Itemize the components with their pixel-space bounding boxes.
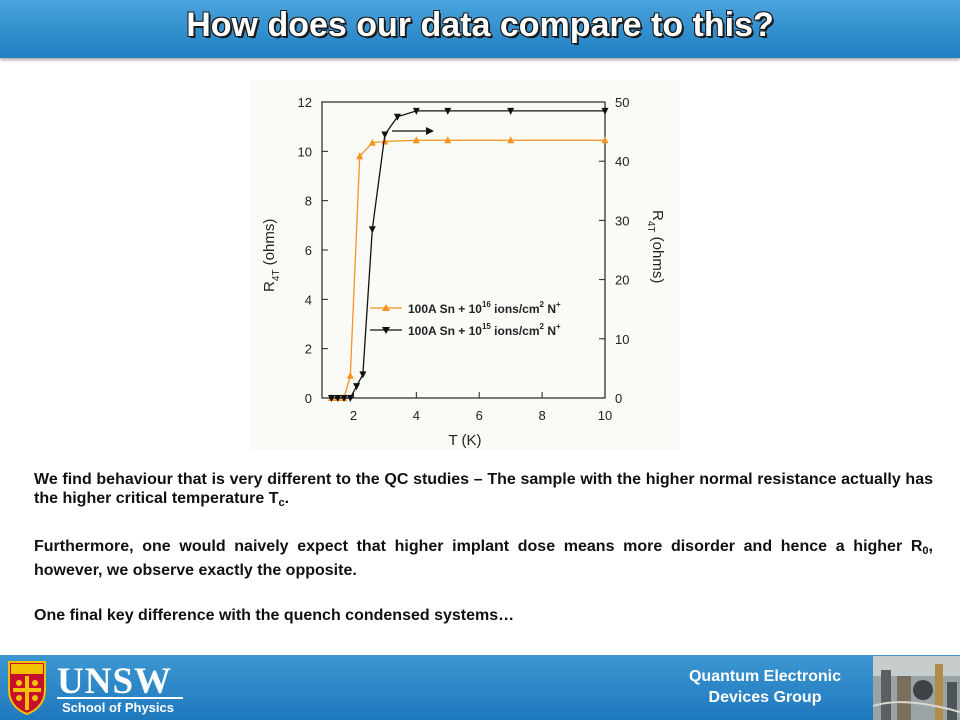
series-point-0	[346, 371, 354, 379]
right-tick-label: 20	[615, 273, 629, 288]
series-point-1	[507, 107, 515, 115]
series-point-1	[601, 107, 609, 115]
right-tick-label: 40	[615, 154, 629, 169]
series-point-1	[346, 395, 354, 402]
right-tick-label: 30	[615, 213, 629, 228]
left-tick-label: 4	[305, 292, 312, 307]
x-tick-label: 4	[413, 408, 420, 423]
legend-label-orange: 100A Sn + 1016 ions/cm2 N+	[408, 300, 561, 316]
series-point-1	[412, 107, 420, 115]
paragraph-2-text: Furthermore, one would naively expect th…	[34, 538, 923, 555]
group-name-line-2: Devices Group	[708, 689, 822, 706]
series-point-0	[368, 138, 376, 146]
series-point-1	[359, 371, 367, 379]
series-point-1	[444, 107, 452, 115]
series-point-1	[393, 113, 401, 121]
series-point-0	[444, 136, 452, 144]
group-name-line-1: Quantum Electronic	[688, 668, 842, 685]
right-tick-label: 0	[615, 391, 622, 406]
footer-bar	[0, 655, 960, 720]
series-line-1	[331, 110, 605, 399]
school-of-physics-text: School of Physics	[62, 700, 174, 715]
title-bar	[0, 0, 960, 58]
paragraph-2-end: , however, we observe exactly the opposi…	[34, 538, 933, 579]
left-tick-label: 6	[305, 243, 312, 258]
right-axis-arrow-head	[426, 127, 434, 135]
right-tick-label: 10	[615, 332, 629, 347]
x-tick-label: 6	[476, 408, 483, 423]
left-tick-label: 2	[305, 342, 312, 357]
left-tick-label: 10	[298, 144, 312, 159]
series-point-1	[353, 383, 361, 391]
slide-title: How does our data compare to this?	[186, 6, 774, 44]
series-point-0	[507, 136, 515, 144]
paragraph-1-end: .	[284, 490, 290, 507]
x-tick-label: 2	[350, 408, 357, 423]
series-point-1	[368, 226, 376, 234]
x-axis-label: T (K)	[448, 432, 481, 449]
series-point-1	[340, 395, 348, 402]
legend: 100A Sn + 1016 ions/cm2 N+ 100A Sn + 101…	[370, 300, 561, 338]
resistance-chart: 0 2 4 6 8 10 12 0 10 20 30 40 50 2 4 6 8 10 T (K) R4T (…	[250, 80, 680, 450]
lab-equipment-photo	[873, 656, 960, 720]
left-tick-label: 0	[305, 391, 312, 406]
right-tick-label: 50	[615, 95, 629, 110]
series-point-1	[327, 395, 335, 402]
left-axis-label: R4T (ohms)	[261, 219, 282, 292]
paragraph-1: We find behaviour that is very different…	[34, 470, 933, 513]
series-point-1	[334, 395, 342, 402]
series-point-0	[412, 136, 420, 144]
paragraph-2-subscript: 0	[922, 545, 929, 557]
legend-marker-black	[382, 327, 390, 334]
legend-marker-orange	[382, 304, 390, 311]
group-name: Quantum Electronic Devices Group	[665, 666, 865, 708]
x-tick-label: 8	[538, 408, 545, 423]
series-point-0	[601, 136, 609, 144]
right-axis-label: R4T (ohms)	[645, 210, 666, 283]
left-tick-label: 12	[298, 95, 312, 110]
paragraph-1-text: We find behaviour that is very different…	[34, 471, 933, 507]
paragraph-3: One final key difference with the quench…	[34, 607, 515, 624]
unsw-logo-text: UNSW	[57, 661, 173, 702]
paragraph-1-subscript: c	[278, 497, 285, 509]
logo-divider	[57, 697, 183, 699]
unsw-crest-icon	[8, 661, 46, 715]
series-point-0	[356, 152, 364, 160]
paragraph-2: Furthermore, one would naively expect th…	[34, 537, 933, 580]
series-line-0	[331, 139, 605, 399]
series-point-0	[381, 137, 389, 145]
series-point-1	[381, 131, 389, 139]
legend-label-black: 100A Sn + 1015 ions/cm2 N+	[408, 322, 561, 338]
left-tick-label: 8	[305, 194, 312, 209]
x-tick-label: 10	[598, 408, 612, 423]
